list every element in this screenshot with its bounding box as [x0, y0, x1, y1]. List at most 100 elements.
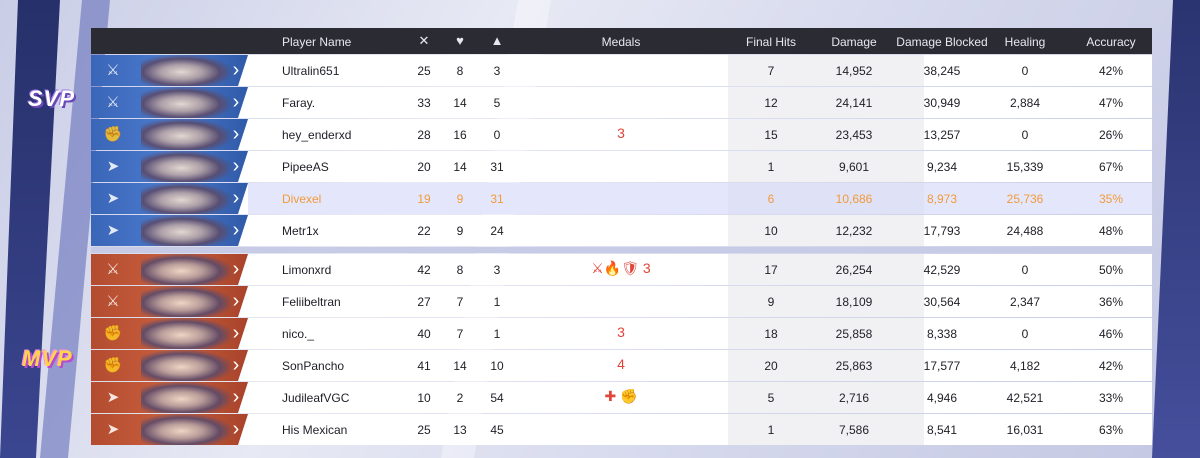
row-stat-background	[728, 183, 924, 214]
accuracy: 26%	[1098, 128, 1124, 142]
player-name[interactable]: Feliibeltran	[282, 295, 341, 309]
row-stat-background	[728, 350, 924, 381]
player-name[interactable]: nico._	[282, 327, 315, 341]
player-row[interactable]: ⚔ › Faray. 33 14 5 12 24,141 30,949 2,884 47%	[91, 87, 1152, 118]
hero-portrait[interactable]: ➤ ›	[91, 151, 248, 182]
player-row[interactable]: ➤ › JudileafVGC 10 2 54 ✚ ✊ 5 2,716 4,946 42,521 33…	[91, 382, 1152, 413]
player-name[interactable]: PipeeAS	[282, 160, 329, 174]
deaths: 14	[453, 96, 467, 110]
healing: 24,488	[1006, 224, 1044, 238]
hero-portrait[interactable]: ✊ ›	[91, 318, 248, 349]
player-row[interactable]: ➤ › PipeeAS 20 14 31 1 9,601 9,234 15,339 67%	[91, 151, 1152, 182]
damage-blocked: 38,245	[923, 64, 961, 78]
hero-portrait[interactable]: ➤ ›	[91, 215, 248, 246]
row-background	[91, 254, 1152, 285]
player-name[interactable]: Metr1x	[282, 224, 319, 238]
final-hits-header: Final Hits	[745, 35, 797, 49]
player-name[interactable]: JudileafVGC	[282, 391, 350, 405]
portrait-edge	[238, 318, 248, 349]
final-hits: 20	[764, 359, 778, 373]
chevron-right-icon[interactable]: ›	[232, 123, 240, 145]
player-name[interactable]: hey_enderxd	[282, 128, 352, 142]
chevron-right-icon[interactable]: ›	[232, 187, 240, 209]
chevron-right-icon[interactable]: ›	[232, 219, 240, 241]
healing: 0	[1021, 327, 1029, 341]
healing: 0	[1021, 64, 1029, 78]
hero-portrait[interactable]: ➤ ›	[91, 382, 248, 413]
player-row[interactable]: ✊ › hey_enderxd 28 16 0 3 15 23,453 13,257 0 26%	[91, 119, 1152, 150]
damage-blocked: 30,564	[923, 295, 961, 309]
damage: 25,863	[835, 359, 873, 373]
player-name[interactable]: SonPancho	[282, 359, 345, 373]
kills: 22	[417, 224, 431, 238]
player-row[interactable]: ⚔ › Limonxrd 42 8 3 ⚔🔥🛡 3 17 26,254 42,529 0 50%	[91, 254, 1152, 285]
chevron-right-icon[interactable]: ›	[232, 91, 240, 113]
player-row[interactable]: ⚔ › Feliibeltran 27 7 1 9 18,109 30,564 2,347 36%	[91, 286, 1152, 317]
player-name[interactable]: Divexel	[282, 192, 322, 206]
row-stat-background	[728, 254, 924, 285]
hero-art	[141, 215, 231, 246]
portrait-edge	[238, 183, 248, 214]
accuracy: 50%	[1098, 263, 1124, 277]
accuracy: 35%	[1098, 192, 1124, 206]
damage-blocked: 8,541	[926, 423, 958, 437]
row-background	[91, 183, 1152, 214]
strategist-role-icon: ➤	[106, 421, 120, 438]
hero-portrait[interactable]: ⚔ ›	[91, 286, 248, 317]
vanguard-role-icon: ✊	[103, 357, 123, 374]
final-hits: 1	[767, 160, 775, 174]
hero-portrait[interactable]: ➤ ›	[91, 183, 248, 214]
duelist-role-icon: ⚔	[106, 62, 120, 79]
vanguard-role-icon: ✊	[103, 325, 123, 342]
hero-portrait[interactable]: ➤ ›	[91, 414, 248, 445]
player-name[interactable]: Faray.	[282, 96, 316, 110]
healing: 4,182	[1009, 359, 1041, 373]
damage: 2,716	[838, 391, 870, 405]
accuracy: 42%	[1098, 359, 1124, 373]
chevron-right-icon[interactable]: ›	[232, 258, 240, 280]
assists: 10	[490, 359, 504, 373]
hero-portrait[interactable]: ✊ ›	[91, 119, 248, 150]
final-hits: 18	[764, 327, 778, 341]
player-row[interactable]: ➤ › His Mexican 25 13 45 1 7,586 8,541 16,031 63%	[91, 414, 1152, 445]
mvp-badge: MVP	[22, 346, 73, 371]
hero-portrait[interactable]: ⚔ ›	[91, 254, 248, 285]
player-name[interactable]: Ultralin651	[282, 64, 340, 78]
player-row[interactable]: ✊ › nico._ 40 7 1 3 18 25,858 8,338 0 46%	[91, 318, 1152, 349]
portrait-edge	[238, 215, 248, 246]
row-stat-background	[728, 55, 924, 86]
damage-blocked: 17,577	[923, 359, 961, 373]
healing: 2,347	[1009, 295, 1041, 309]
portrait-edge	[238, 382, 248, 413]
player-row[interactable]: ➤ › Metr1x 22 9 24 10 12,232 17,793 24,488 48%	[91, 215, 1152, 246]
player-row[interactable]: ➤ › Divexel 19 9 31 6 10,686 8,973 25,736 35%	[91, 183, 1152, 214]
hero-portrait[interactable]: ⚔ ›	[91, 55, 248, 86]
chevron-right-icon[interactable]: ›	[232, 59, 240, 81]
scoreboard-header: Player Name ✕ ♥ ▲ Medals Final Hits Dama…	[91, 28, 1152, 54]
damage-blocked: 9,234	[926, 160, 958, 174]
assists: 31	[490, 160, 504, 174]
final-hits: 1	[767, 423, 775, 437]
hero-portrait[interactable]: ⚔ ›	[91, 87, 248, 118]
chevron-right-icon[interactable]: ›	[232, 322, 240, 344]
healing: 42,521	[1006, 391, 1044, 405]
chevron-right-icon[interactable]: ›	[232, 418, 240, 440]
player-row[interactable]: ✊ › SonPancho 41 14 10 4 20 25,863 17,577 4,182 42%	[91, 350, 1152, 381]
healing: 0	[1021, 128, 1029, 142]
svp-badge: SVP	[28, 86, 76, 111]
hero-portrait[interactable]: ✊ ›	[91, 350, 248, 381]
player-row[interactable]: ⚔ › Ultralin651 25 8 3 7 14,952 38,245 0 42%	[91, 55, 1152, 86]
chevron-right-icon[interactable]: ›	[232, 155, 240, 177]
assists: 1	[493, 295, 501, 309]
hero-art	[141, 350, 231, 381]
chevron-right-icon[interactable]: ›	[232, 386, 240, 408]
player-name[interactable]: Limonxrd	[282, 263, 332, 277]
chevron-right-icon[interactable]: ›	[232, 290, 240, 312]
player-name[interactable]: His Mexican	[282, 423, 348, 437]
deaths: 7	[456, 295, 464, 309]
damage: 9,601	[838, 160, 870, 174]
chevron-right-icon[interactable]: ›	[232, 354, 240, 376]
damage-blocked: 13,257	[923, 128, 961, 142]
row-background	[91, 318, 1152, 349]
kills: 25	[417, 64, 431, 78]
